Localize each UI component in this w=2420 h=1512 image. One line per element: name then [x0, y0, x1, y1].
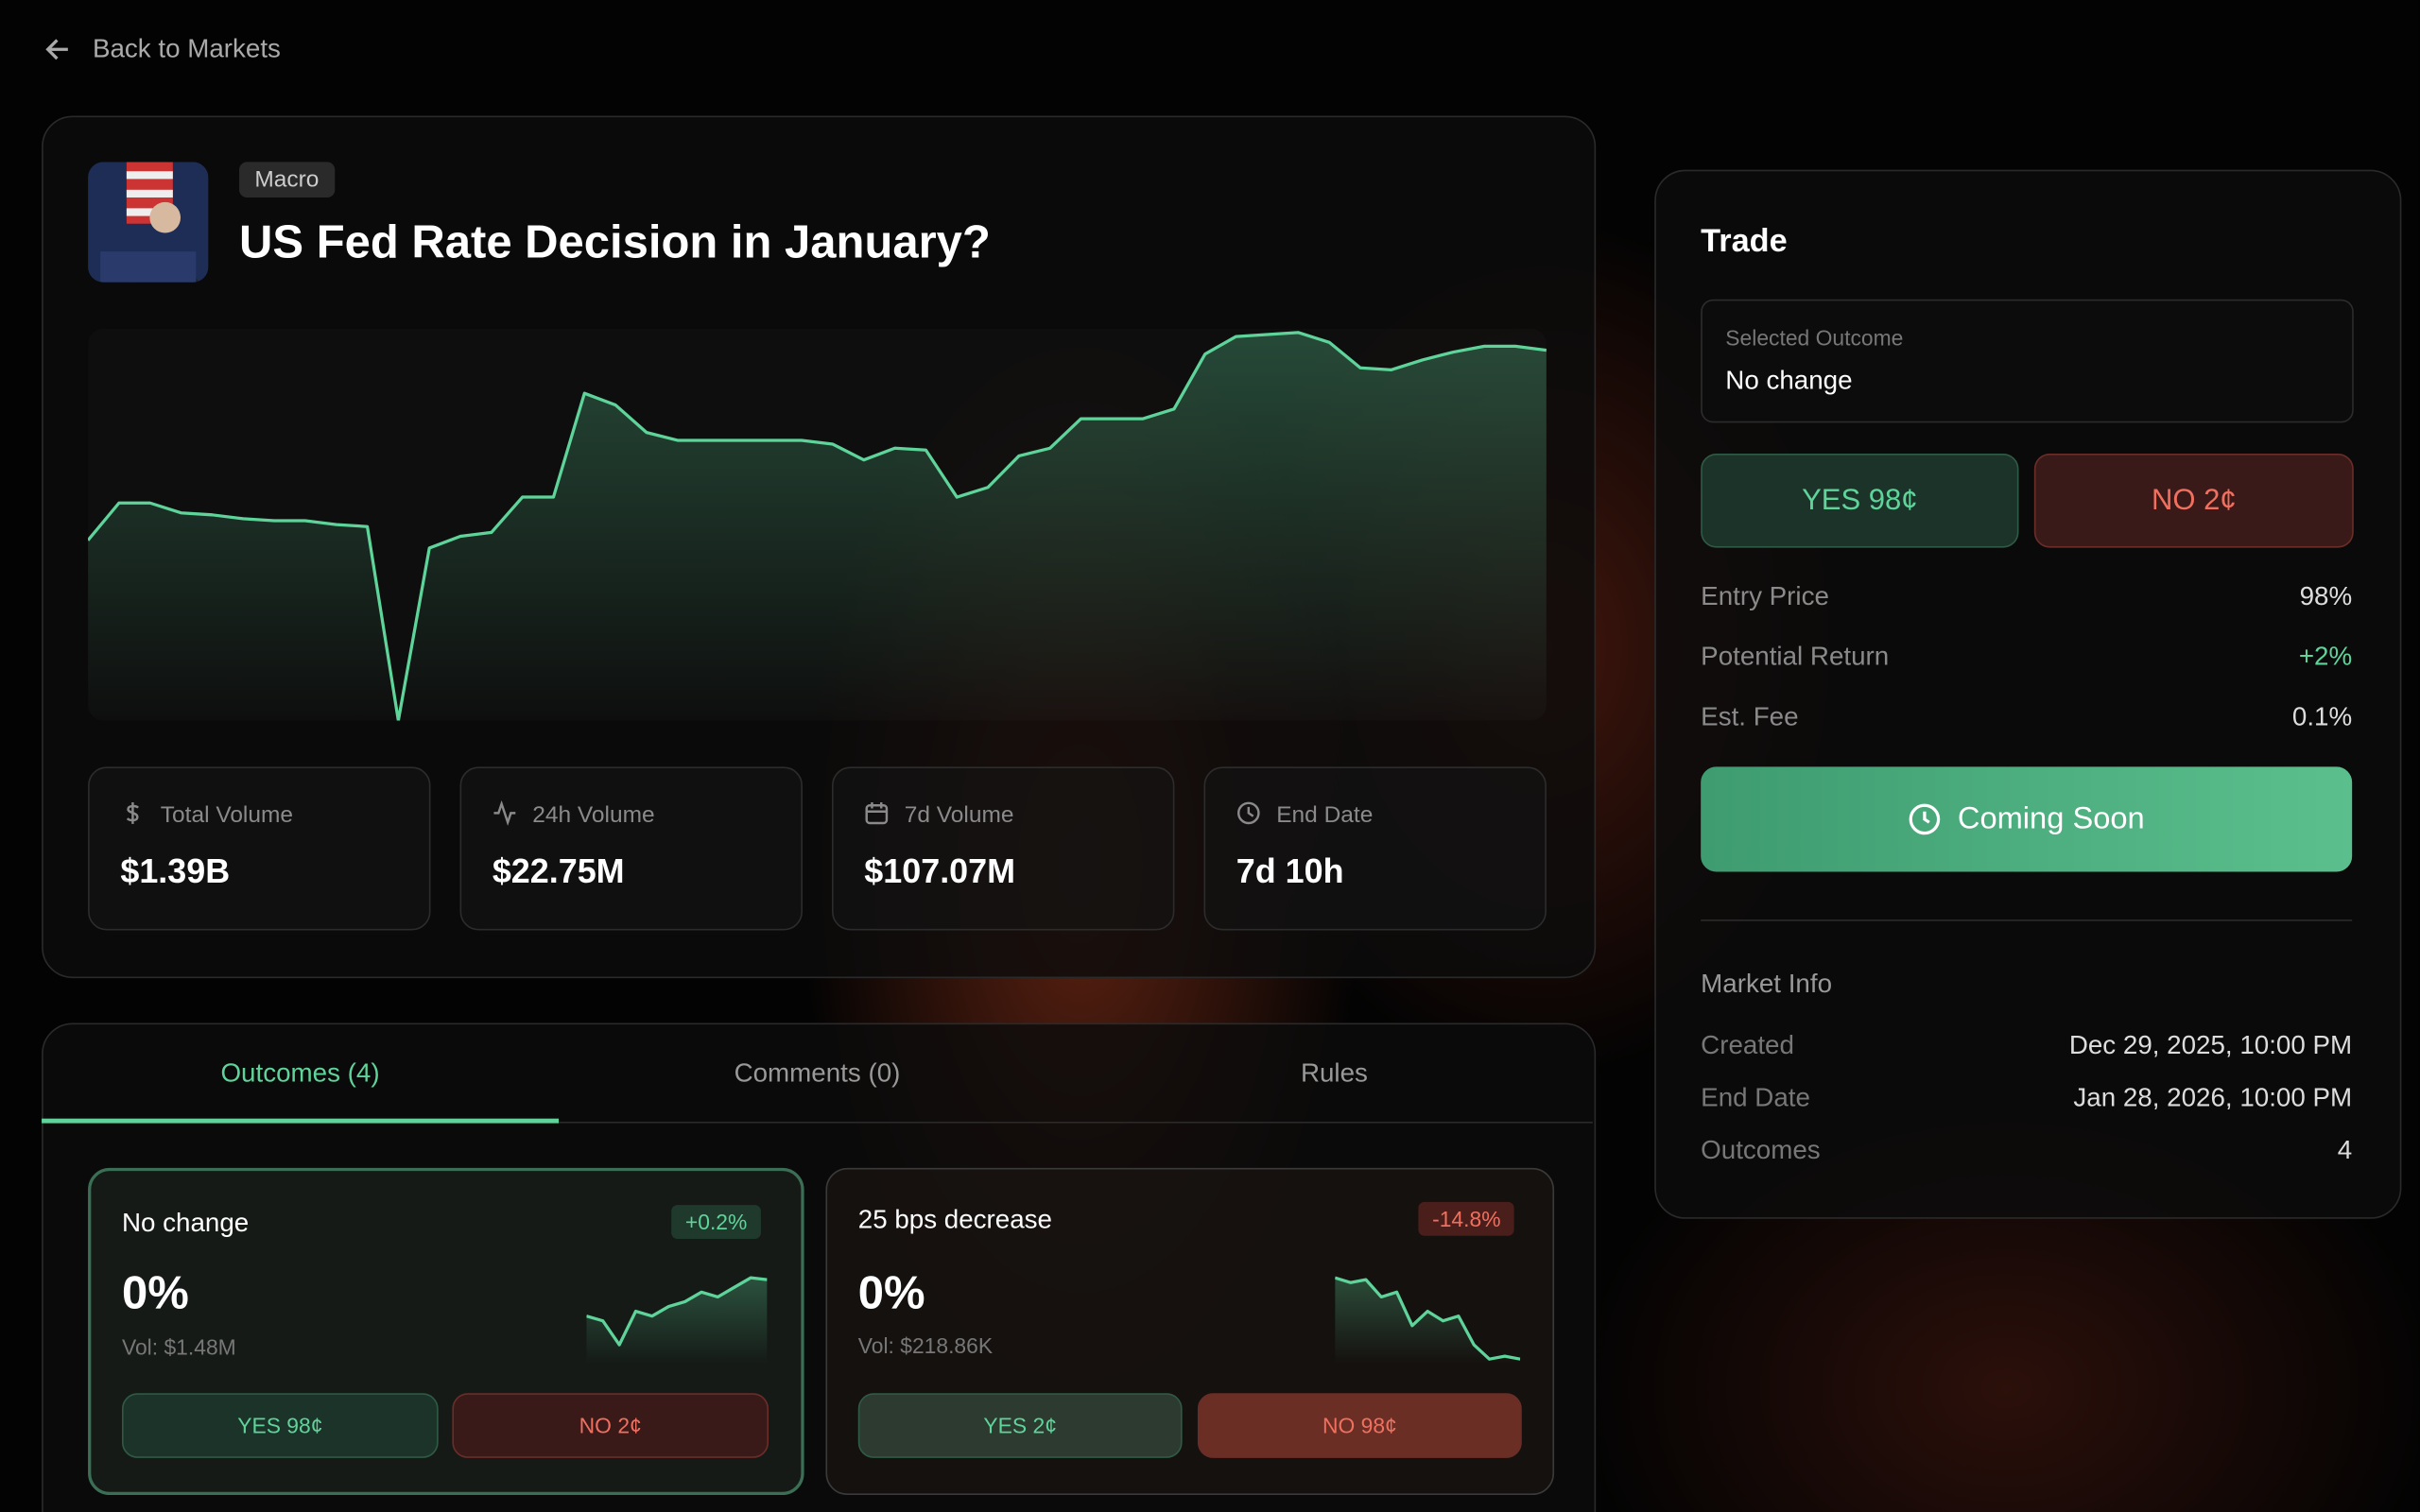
action-text: Coming Soon: [1957, 801, 2145, 836]
line: [1335, 1276, 1521, 1361]
stat-value: $1.39B: [120, 851, 231, 891]
trade-row: Est. Fee 0.1%: [1701, 702, 2352, 733]
clock-icon: [1910, 803, 1941, 835]
stat-value: $22.75M: [492, 851, 625, 891]
tab[interactable]: Comments (0): [734, 1057, 901, 1089]
stat-card: Total Volume $1.39B: [88, 766, 431, 931]
selected-label: Selected Outcome: [1725, 325, 1904, 351]
info-row: Outcomes 4: [1701, 1136, 2352, 1167]
info-row: End Date Jan 28, 2026, 10:00 PM: [1701, 1083, 2352, 1114]
outcome-change: +0.2%: [671, 1205, 762, 1240]
row-label: Est. Fee: [1701, 701, 1799, 731]
area-fill: [88, 332, 1547, 721]
calendar-icon: [865, 801, 889, 825]
row-label: Outcomes: [1701, 1135, 1821, 1165]
row-value: 98%: [2299, 581, 2353, 611]
action-button[interactable]: Coming Soon: [1701, 766, 2353, 872]
outcome-probability: 0%: [121, 1268, 189, 1319]
row-label: Entry Price: [1701, 581, 1829, 611]
no-button[interactable]: NO 2¢: [2033, 453, 2354, 548]
yes-button[interactable]: YES 98¢: [121, 1393, 439, 1458]
stat-card: End Date 7d 10h: [1203, 766, 1547, 931]
row-value: Dec 29, 2025, 10:00 PM: [2068, 1030, 2353, 1060]
outcome-sparkline: [586, 1276, 768, 1365]
yes-button[interactable]: YES 98¢: [1701, 453, 2019, 548]
row-label: Created: [1701, 1030, 1794, 1060]
stat-value: 7d 10h: [1236, 851, 1344, 891]
row-value: +2%: [2298, 642, 2353, 672]
trade-title: Trade: [1701, 223, 1788, 260]
info-title: Market Info: [1701, 969, 1833, 999]
row-value: Jan 28, 2026, 10:00 PM: [2073, 1083, 2353, 1113]
category-badge: Macro: [239, 162, 335, 198]
back-icon: [45, 39, 68, 60]
stat-label: 7d Volume: [904, 801, 1014, 829]
row-value: 4: [2337, 1135, 2353, 1165]
stat-label: 24h Volume: [532, 801, 655, 829]
row-label: Potential Return: [1701, 642, 1890, 672]
tab-divider: [42, 1121, 1593, 1124]
area-fill: [1335, 1278, 1521, 1365]
tab-underline: [42, 1118, 560, 1124]
selected-box: [1701, 299, 2354, 423]
stat-card: 7d Volume $107.07M: [831, 766, 1175, 931]
market-image: [88, 162, 209, 283]
area-fill: [586, 1278, 768, 1365]
row-label: End Date: [1701, 1083, 1810, 1113]
outcome-name: 25 bps decrease: [857, 1205, 1052, 1235]
outcome-change: -14.8%: [1418, 1201, 1515, 1236]
selected-value: No change: [1725, 365, 1853, 395]
divider: [1701, 919, 2353, 921]
dollar-icon: [126, 801, 139, 824]
outcome-probability: 0%: [857, 1268, 925, 1319]
outcome-volume: Vol: $218.86K: [857, 1332, 994, 1358]
no-button[interactable]: NO 2¢: [452, 1393, 769, 1458]
trade-row: Entry Price 98%: [1701, 582, 2352, 613]
back-link[interactable]: Back to Markets: [43, 34, 281, 65]
market-title: US Fed Rate Decision in January?: [239, 217, 991, 269]
stat-card: 24h Volume $22.75M: [459, 766, 803, 931]
outcome-sparkline: [1335, 1276, 1521, 1365]
line: [88, 331, 1547, 721]
yes-button[interactable]: YES 2¢: [857, 1393, 1183, 1458]
no-button[interactable]: NO 98¢: [1197, 1393, 1522, 1458]
info-row: Created Dec 29, 2025, 10:00 PM: [1701, 1031, 2352, 1062]
activity-icon: [493, 800, 516, 826]
row-value: 0.1%: [2291, 701, 2353, 731]
clock-icon: [1236, 801, 1260, 825]
stat-value: $107.07M: [864, 851, 1016, 891]
outcome-name: No change: [121, 1208, 250, 1238]
tab[interactable]: Rules: [1300, 1057, 1368, 1089]
trade-row: Potential Return +2%: [1701, 642, 2352, 673]
tab[interactable]: Outcomes (4): [220, 1057, 380, 1089]
back-text: Back to Markets: [92, 33, 281, 63]
stat-label: Total Volume: [160, 801, 294, 829]
outcome-volume: Vol: $1.48M: [121, 1334, 236, 1360]
line: [586, 1276, 768, 1347]
stat-label: End Date: [1276, 801, 1374, 829]
price-chart: [88, 331, 1547, 721]
